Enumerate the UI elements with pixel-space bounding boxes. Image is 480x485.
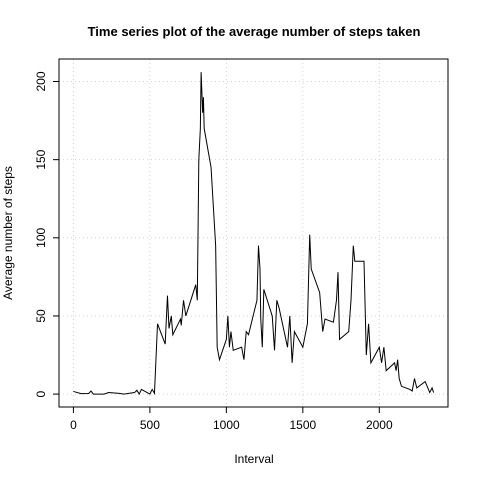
x-tick-label: 1000	[213, 418, 240, 432]
y-axis-label: Average number of steps	[1, 166, 15, 300]
y-tick-label: 0	[34, 390, 48, 397]
y-tick-label: 150	[34, 149, 48, 169]
x-axis-label: Interval	[234, 452, 273, 466]
chart-title: Time series plot of the average number o…	[88, 24, 421, 39]
y-tick-label: 50	[34, 309, 48, 323]
plot-frame	[58, 58, 449, 408]
x-tick-label: 500	[140, 418, 160, 432]
y-tick-label: 200	[34, 71, 48, 91]
y-tick-label: 100	[34, 227, 48, 247]
x-tick-label: 0	[70, 418, 77, 432]
line	[73, 72, 435, 396]
x-tick-label: 1500	[289, 418, 316, 432]
x-tick-label: 2000	[366, 418, 393, 432]
